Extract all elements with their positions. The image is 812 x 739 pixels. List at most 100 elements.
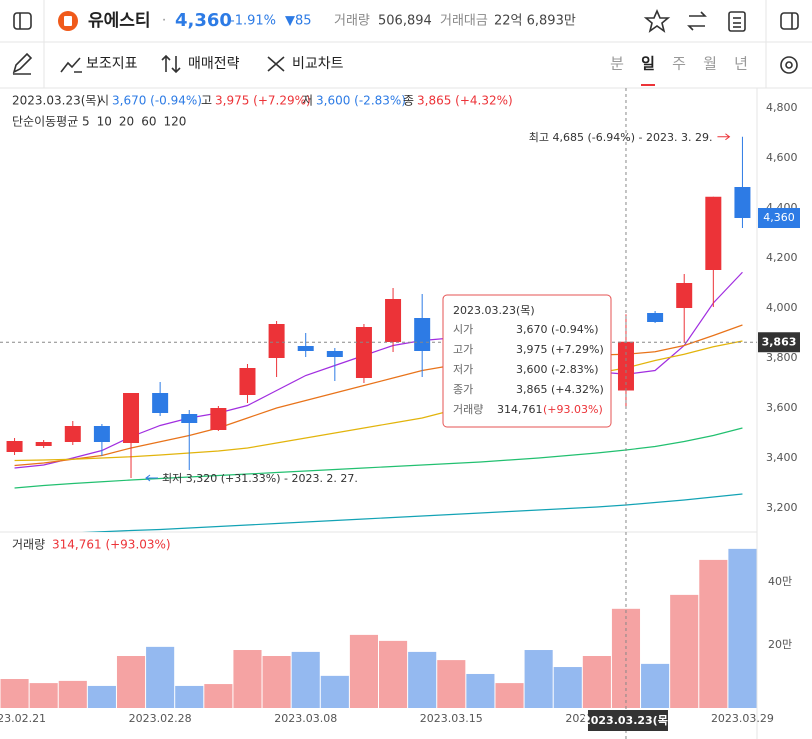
candle-body — [210, 408, 227, 430]
annotation-arrow — [717, 133, 731, 141]
last-price-label: 4,360 — [763, 211, 795, 224]
sidebar-toggle[interactable] — [780, 12, 799, 30]
tooltip-label: 저가 — [453, 363, 473, 376]
candle-body — [93, 426, 110, 442]
legend-entry: 5 — [82, 115, 90, 129]
x-tick-label: 2023.03.08 — [274, 712, 337, 725]
volume-tick-label: 20만 — [768, 638, 792, 651]
legend-entry: 60 — [141, 115, 156, 129]
period-tab[interactable]: 년 — [734, 55, 748, 73]
sidebar-toggle[interactable] — [13, 12, 32, 30]
change-percent: -1.91% — [230, 14, 276, 29]
tooltip-label: 고가 — [453, 343, 473, 356]
candle-body — [355, 327, 372, 378]
period-tab[interactable]: 분 — [610, 55, 624, 73]
tooltip-title: 2023.03.23(목) — [453, 304, 535, 317]
change: ▼85 — [285, 14, 312, 29]
volume-bar — [204, 684, 233, 708]
info-date: 2023.03.23(목) — [12, 94, 101, 108]
volume-bar — [320, 675, 349, 708]
toolbar-item[interactable]: 보조지표 — [86, 56, 138, 72]
annotation: 최고 4,685 (-6.94%) - 2023. 3. 29. — [529, 131, 713, 144]
volume-bar — [262, 656, 291, 708]
info-label: 저 — [302, 94, 313, 108]
volume-bar — [233, 650, 262, 708]
y-tick-label: 3,400 — [766, 451, 798, 464]
candle-body — [123, 393, 140, 443]
toolbar-item[interactable]: 비교차트 — [292, 56, 344, 72]
stock-logo — [58, 11, 78, 31]
volume-bar — [116, 656, 146, 708]
memo-button[interactable] — [728, 11, 746, 32]
price: 4,360 — [175, 10, 232, 31]
legend-entry: 10 — [97, 115, 112, 129]
volume-bar — [670, 594, 699, 708]
volume-bar — [408, 651, 437, 708]
tooltip-value: (+93.03%) — [543, 403, 603, 416]
candle-body — [705, 196, 722, 270]
period-tab[interactable]: 월 — [703, 55, 717, 73]
last-price-box — [758, 208, 800, 228]
candle-body — [647, 313, 664, 322]
x-tick-label: 2023.02.28 — [129, 712, 192, 725]
y-tick-label: 4,800 — [766, 101, 798, 114]
volume-bar — [349, 634, 378, 708]
tooltip-value: 3,975 (+7.29%) — [516, 343, 604, 356]
info-value: 3,600 (-2.83%) — [316, 94, 406, 108]
volume-bar — [146, 646, 175, 708]
volume-bar — [728, 548, 757, 708]
candle-body — [64, 426, 81, 442]
candle-body — [414, 318, 431, 351]
toolbar-item[interactable]: 매매전략 — [188, 56, 240, 72]
candle-body — [181, 414, 198, 423]
legend-entry: 20 — [119, 115, 134, 129]
separator: · — [162, 14, 166, 29]
candle-body — [35, 442, 52, 446]
tooltip — [442, 294, 612, 428]
strategy-icon — [161, 54, 181, 74]
volume-bar — [524, 650, 553, 708]
tooltip-value: 314,761 — [497, 403, 543, 416]
crosshair-date-box — [587, 710, 668, 731]
candle-body — [385, 299, 402, 342]
volume-bar — [582, 656, 611, 708]
volume-bar — [58, 680, 87, 708]
compare-icon — [267, 56, 285, 72]
tooltip-value: 3,865 (+4.32%) — [516, 383, 604, 396]
crosshair-price-box — [758, 332, 800, 353]
candle-body — [268, 324, 285, 358]
period-tab[interactable]: 주 — [672, 55, 686, 73]
y-tick-label: 3,200 — [766, 501, 798, 514]
tooltip-label: 거래량 — [453, 403, 483, 416]
crosshair-price-label: 3,863 — [762, 335, 797, 348]
volume-value: 314,761 (+93.03%) — [52, 538, 171, 552]
period-tab[interactable]: 일 — [641, 55, 655, 73]
candle-body — [326, 351, 343, 357]
draw-button[interactable] — [12, 52, 33, 75]
volume-bar — [437, 660, 466, 708]
volume-bar — [641, 663, 670, 708]
stock-name: 유에스티 — [88, 11, 151, 31]
volume-bar — [291, 651, 320, 708]
volume-title: 거래량 — [12, 538, 45, 552]
y-tick-label: 3,600 — [766, 401, 798, 414]
candle-body — [734, 187, 751, 218]
y-tick-label: 3,800 — [766, 351, 798, 364]
amount: 22억 6,893만 — [494, 14, 576, 29]
x-tick-label: 2023.02.21 — [0, 712, 46, 725]
favorite-button[interactable] — [643, 8, 671, 33]
annotation: 최저 3,320 (+31.33%) - 2023. 2. 27. — [162, 472, 358, 485]
volume-bar — [0, 679, 29, 708]
volume-bar — [379, 640, 408, 708]
tooltip-value: 3,670 (-0.94%) — [516, 323, 598, 336]
swap-button[interactable] — [687, 11, 707, 31]
tooltip-label: 시가 — [453, 323, 473, 336]
settings-button[interactable] — [780, 56, 798, 74]
volume-bar — [466, 673, 495, 708]
info-value: 3,865 (+4.32%) — [417, 94, 513, 108]
volume-tick-label: 40만 — [768, 575, 792, 588]
volume-bar — [175, 685, 204, 708]
candle-body — [297, 346, 314, 351]
info-value: 3,975 (+7.29%) — [215, 94, 311, 108]
